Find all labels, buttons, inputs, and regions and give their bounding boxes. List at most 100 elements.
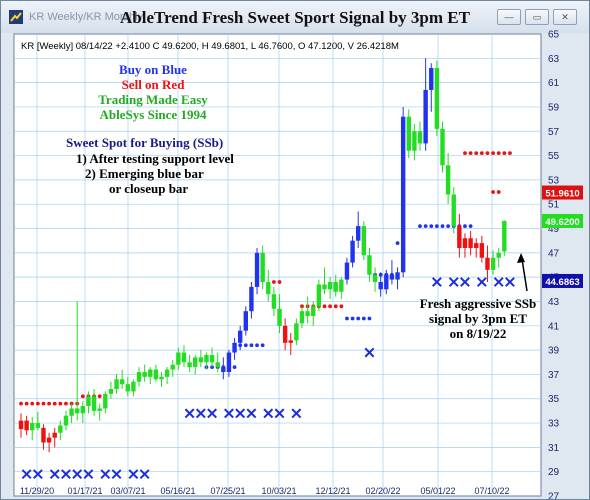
x-marker [49, 469, 60, 480]
candle-body [356, 226, 361, 241]
y-tick-label: 31 [548, 443, 560, 454]
x-tick-label: 05/01/22 [420, 486, 455, 496]
candle-body [148, 369, 153, 377]
y-tick-label: 43 [548, 297, 560, 308]
restore-icon: ▭ [532, 12, 542, 22]
candle-body [474, 243, 479, 248]
x-marker [72, 469, 83, 480]
stop-dot [440, 224, 445, 228]
candle-body [24, 420, 29, 431]
candle-body [502, 220, 507, 252]
stop-dot [243, 343, 248, 348]
candle-body [327, 282, 333, 290]
stop-dot [496, 151, 501, 156]
x-marker [184, 408, 195, 419]
legend-line3: Trading Made Easy [98, 92, 208, 107]
price-labels: 51.9610 49.6200 44.6863 [542, 185, 583, 288]
stop-dot [350, 316, 355, 321]
stop-dot [277, 280, 282, 284]
candle-body [277, 308, 282, 326]
stop-dot [463, 151, 467, 156]
y-tick-label: 41 [548, 321, 560, 332]
minimize-button[interactable]: — [497, 9, 521, 25]
stop-dot [232, 365, 237, 370]
sweet-spot-heading: Sweet Spot for Buying (SSb) [66, 135, 223, 150]
x-marker [207, 408, 217, 419]
stop-dot [255, 343, 259, 348]
candle-body [125, 384, 130, 392]
stop-dot [30, 401, 35, 406]
stop-dot [485, 151, 490, 156]
x-marker [21, 469, 32, 480]
stop-dot [491, 190, 495, 194]
candle-body [350, 240, 355, 263]
x-marker [235, 408, 246, 419]
stop-dot [423, 224, 428, 228]
x-marker [476, 277, 487, 287]
x-marker [128, 469, 139, 480]
y-tick-label: 37 [548, 370, 560, 381]
candle-body [294, 323, 299, 341]
candle-body [63, 415, 69, 426]
candle-body [468, 238, 473, 248]
stop-dot [446, 224, 451, 228]
x-marker [364, 347, 375, 358]
y-tick-label: 51 [548, 200, 560, 211]
y-tick-label: 29 [548, 467, 560, 478]
candle-body [384, 274, 389, 290]
x-tick-label: 11/29/20 [20, 486, 54, 496]
candle-body [153, 369, 159, 380]
x-marker [460, 277, 470, 287]
restore-button[interactable]: ▭ [525, 9, 549, 25]
candle-body [299, 311, 305, 324]
stop-dot [52, 401, 57, 406]
candle-body [271, 294, 277, 309]
candle-body [159, 376, 164, 380]
window-tab-text[interactable]: KR Weekly/KR Monthly [29, 11, 144, 23]
x-tick-label: 01/17/21 [67, 486, 102, 496]
stop-dot [356, 316, 361, 321]
x-marker [32, 469, 43, 480]
sweet-spot-item-2: 2) Emerging blue bar [85, 166, 204, 181]
close-button[interactable]: ✕ [553, 9, 577, 25]
stop-dot [58, 401, 63, 406]
candle-body [35, 423, 41, 428]
stop-dot [19, 401, 23, 406]
legend-buy: Buy on Blue [119, 62, 187, 77]
x-marker [493, 277, 504, 287]
y-tick-label: 63 [548, 54, 560, 65]
stop-dot [64, 401, 68, 406]
stop-dot [24, 401, 29, 406]
candle-body [440, 128, 445, 166]
candle-body [389, 274, 395, 280]
stop-dot [339, 304, 344, 309]
stop-dot [328, 304, 332, 309]
candle-body [496, 252, 501, 258]
candle-body [361, 226, 367, 256]
candle-body [288, 340, 293, 343]
candle-body [457, 226, 462, 248]
candle-body [322, 284, 327, 290]
stop-dot [429, 224, 434, 228]
x-marker [139, 469, 150, 480]
app-logo-icon [9, 10, 23, 24]
candle-body [108, 389, 114, 394]
candle-body [114, 379, 119, 390]
candle-body [412, 131, 417, 151]
x-marker [448, 277, 459, 287]
candle-body [311, 306, 316, 317]
y-tick-label: 35 [548, 394, 560, 405]
x-marker [274, 408, 285, 419]
title-bar[interactable]: KR Weekly/KR Monthly AbleTrend Fresh Swe… [1, 1, 589, 33]
candle-body [131, 381, 136, 392]
x-marker [263, 408, 274, 419]
candle-body [170, 364, 175, 370]
y-tick-label: 53 [548, 175, 560, 186]
stop-dot [272, 280, 276, 284]
annotation-line-2: signal by 3pm ET [429, 311, 527, 326]
price-label: 51.9610 [542, 185, 583, 200]
stop-dot [468, 151, 473, 156]
y-tick-label: 33 [548, 419, 560, 430]
